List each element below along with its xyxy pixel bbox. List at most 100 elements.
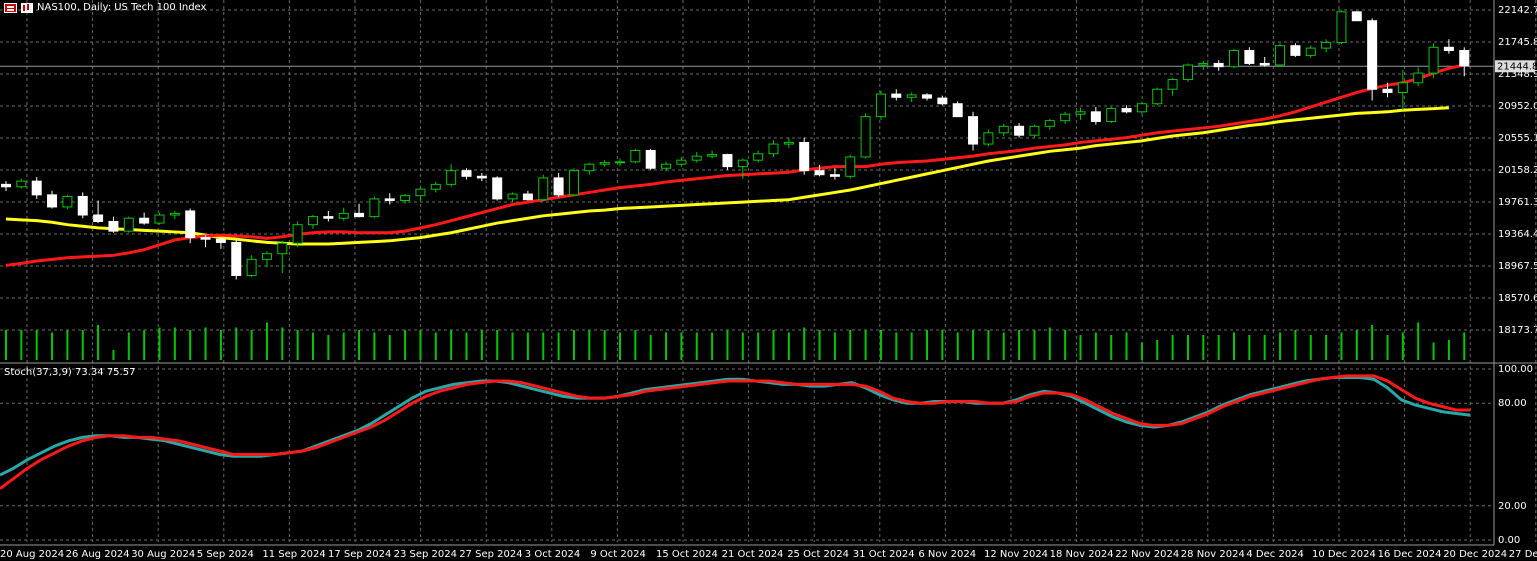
stoch-line-signal: [0, 374, 1470, 490]
candle-body: [1090, 111, 1101, 122]
candle-body: [1351, 11, 1362, 22]
candle-body: [691, 155, 702, 161]
date-tick-label: 10 Dec 2024: [1312, 549, 1376, 560]
candle-body: [1290, 45, 1301, 56]
chart-menu-icon[interactable]: [4, 2, 17, 13]
candle-body: [968, 116, 979, 145]
candle-body: [369, 198, 380, 218]
date-tick-label: 5 Sep 2024: [197, 549, 254, 560]
stoch-title: Stoch(37,3,9) 73.34 75.57: [4, 367, 136, 378]
candle-body: [277, 242, 288, 255]
candle-body: [1136, 103, 1147, 113]
candle-body: [829, 174, 840, 177]
date-tick-label: 12 Nov 2024: [984, 549, 1048, 560]
price-tick-label: 20952.0: [1498, 101, 1537, 112]
candle-body: [553, 177, 564, 196]
price-tick-label: 19364.4: [1498, 229, 1537, 240]
candle-body: [1182, 64, 1193, 81]
candle-body: [123, 217, 134, 232]
date-tick-label: 23 Sep 2024: [394, 549, 457, 560]
candle-body: [753, 153, 764, 161]
candle-body: [1367, 20, 1378, 90]
stoch-line-main: [0, 376, 1471, 477]
candle-body: [1029, 125, 1040, 136]
date-tick-label: 25 Oct 2024: [787, 549, 849, 560]
date-tick-label: 28 Nov 2024: [1181, 549, 1245, 560]
candle-body: [354, 212, 365, 218]
candle-body: [860, 116, 871, 158]
candle-body: [31, 180, 42, 196]
candle-body: [16, 180, 27, 188]
candle-body: [185, 210, 196, 239]
candle-body: [507, 193, 518, 200]
candle-body: [1060, 113, 1071, 122]
stoch-tick-label: 100.00: [1498, 364, 1533, 375]
candle-body: [814, 170, 825, 176]
candle-body: [231, 241, 242, 276]
candle-body: [154, 214, 165, 224]
ma-slow-line: [5, 106, 1449, 246]
candle-body: [384, 198, 395, 201]
candle-body: [952, 103, 963, 118]
candle-body: [630, 150, 641, 163]
symbol-icon[interactable]: [21, 2, 33, 13]
candle-body: [308, 216, 318, 226]
stoch-tick-label: 80.00: [1498, 398, 1527, 409]
candle-body: [1152, 88, 1163, 105]
candle-body: [461, 170, 472, 177]
candle-body: [768, 143, 779, 155]
candle-body: [169, 212, 180, 216]
candle-body: [323, 216, 334, 219]
stoch-tick-label: 20.00: [1498, 501, 1527, 512]
candle-body: [1336, 11, 1347, 43]
price-tick-label: 18570.6: [1498, 293, 1537, 304]
date-tick-label: 3 Oct 2024: [525, 549, 580, 560]
candle-body: [430, 183, 441, 190]
candle-body: [1075, 111, 1086, 115]
date-tick-label: 9 Oct 2024: [590, 549, 645, 560]
date-tick-label: 20 Dec 2024: [1443, 549, 1507, 560]
candle-body: [77, 195, 88, 216]
candle-body: [599, 162, 610, 165]
candle-body: [737, 159, 748, 168]
candle-body: [1167, 79, 1178, 90]
date-tick-label: 26 Aug 2024: [66, 549, 130, 560]
date-tick-label: 17 Sep 2024: [328, 549, 391, 560]
candle-body: [1275, 45, 1286, 66]
candle-body: [661, 163, 672, 169]
price-tick-label: 20158.2: [1498, 165, 1537, 176]
chart-title: NAS100, Daily: US Tech 100 Index: [37, 2, 207, 13]
candle-body: [1213, 62, 1224, 68]
candle-body: [922, 94, 932, 99]
price-tick-label: 22142.7: [1498, 5, 1537, 16]
chart-header: NAS100, Daily: US Tech 100 Index: [4, 2, 206, 13]
date-tick-label: 4 Dec 2024: [1246, 549, 1304, 560]
candle-body: [1229, 50, 1239, 68]
stoch-tick-label: 0.00: [1498, 535, 1520, 546]
date-tick-label: 21 Oct 2024: [722, 549, 784, 560]
candle-body: [522, 193, 533, 201]
candle-body: [676, 159, 687, 165]
date-tick-label: 20 Aug 2024: [0, 549, 64, 560]
candle-body: [845, 156, 856, 177]
candle-body: [200, 237, 211, 240]
candle-body: [1244, 50, 1255, 64]
candle-body: [891, 93, 902, 98]
price-tick-label: 18967.5: [1498, 261, 1537, 272]
candle-body: [906, 94, 917, 98]
candle-body: [875, 93, 886, 118]
candle-body: [246, 258, 257, 276]
candle-body: [1, 183, 11, 188]
candle-body: [215, 238, 226, 243]
price-tick-label: 21348.9: [1498, 69, 1537, 80]
candle-body: [139, 217, 150, 224]
candle-body: [1382, 88, 1393, 93]
candle-body: [492, 177, 503, 200]
date-tick-label: 6 Nov 2024: [918, 549, 976, 560]
candle-body: [722, 154, 733, 168]
candle-body: [584, 163, 595, 172]
candle-body: [400, 195, 411, 201]
candle-body: [1321, 41, 1332, 49]
ma-fast-line: [5, 63, 1465, 267]
